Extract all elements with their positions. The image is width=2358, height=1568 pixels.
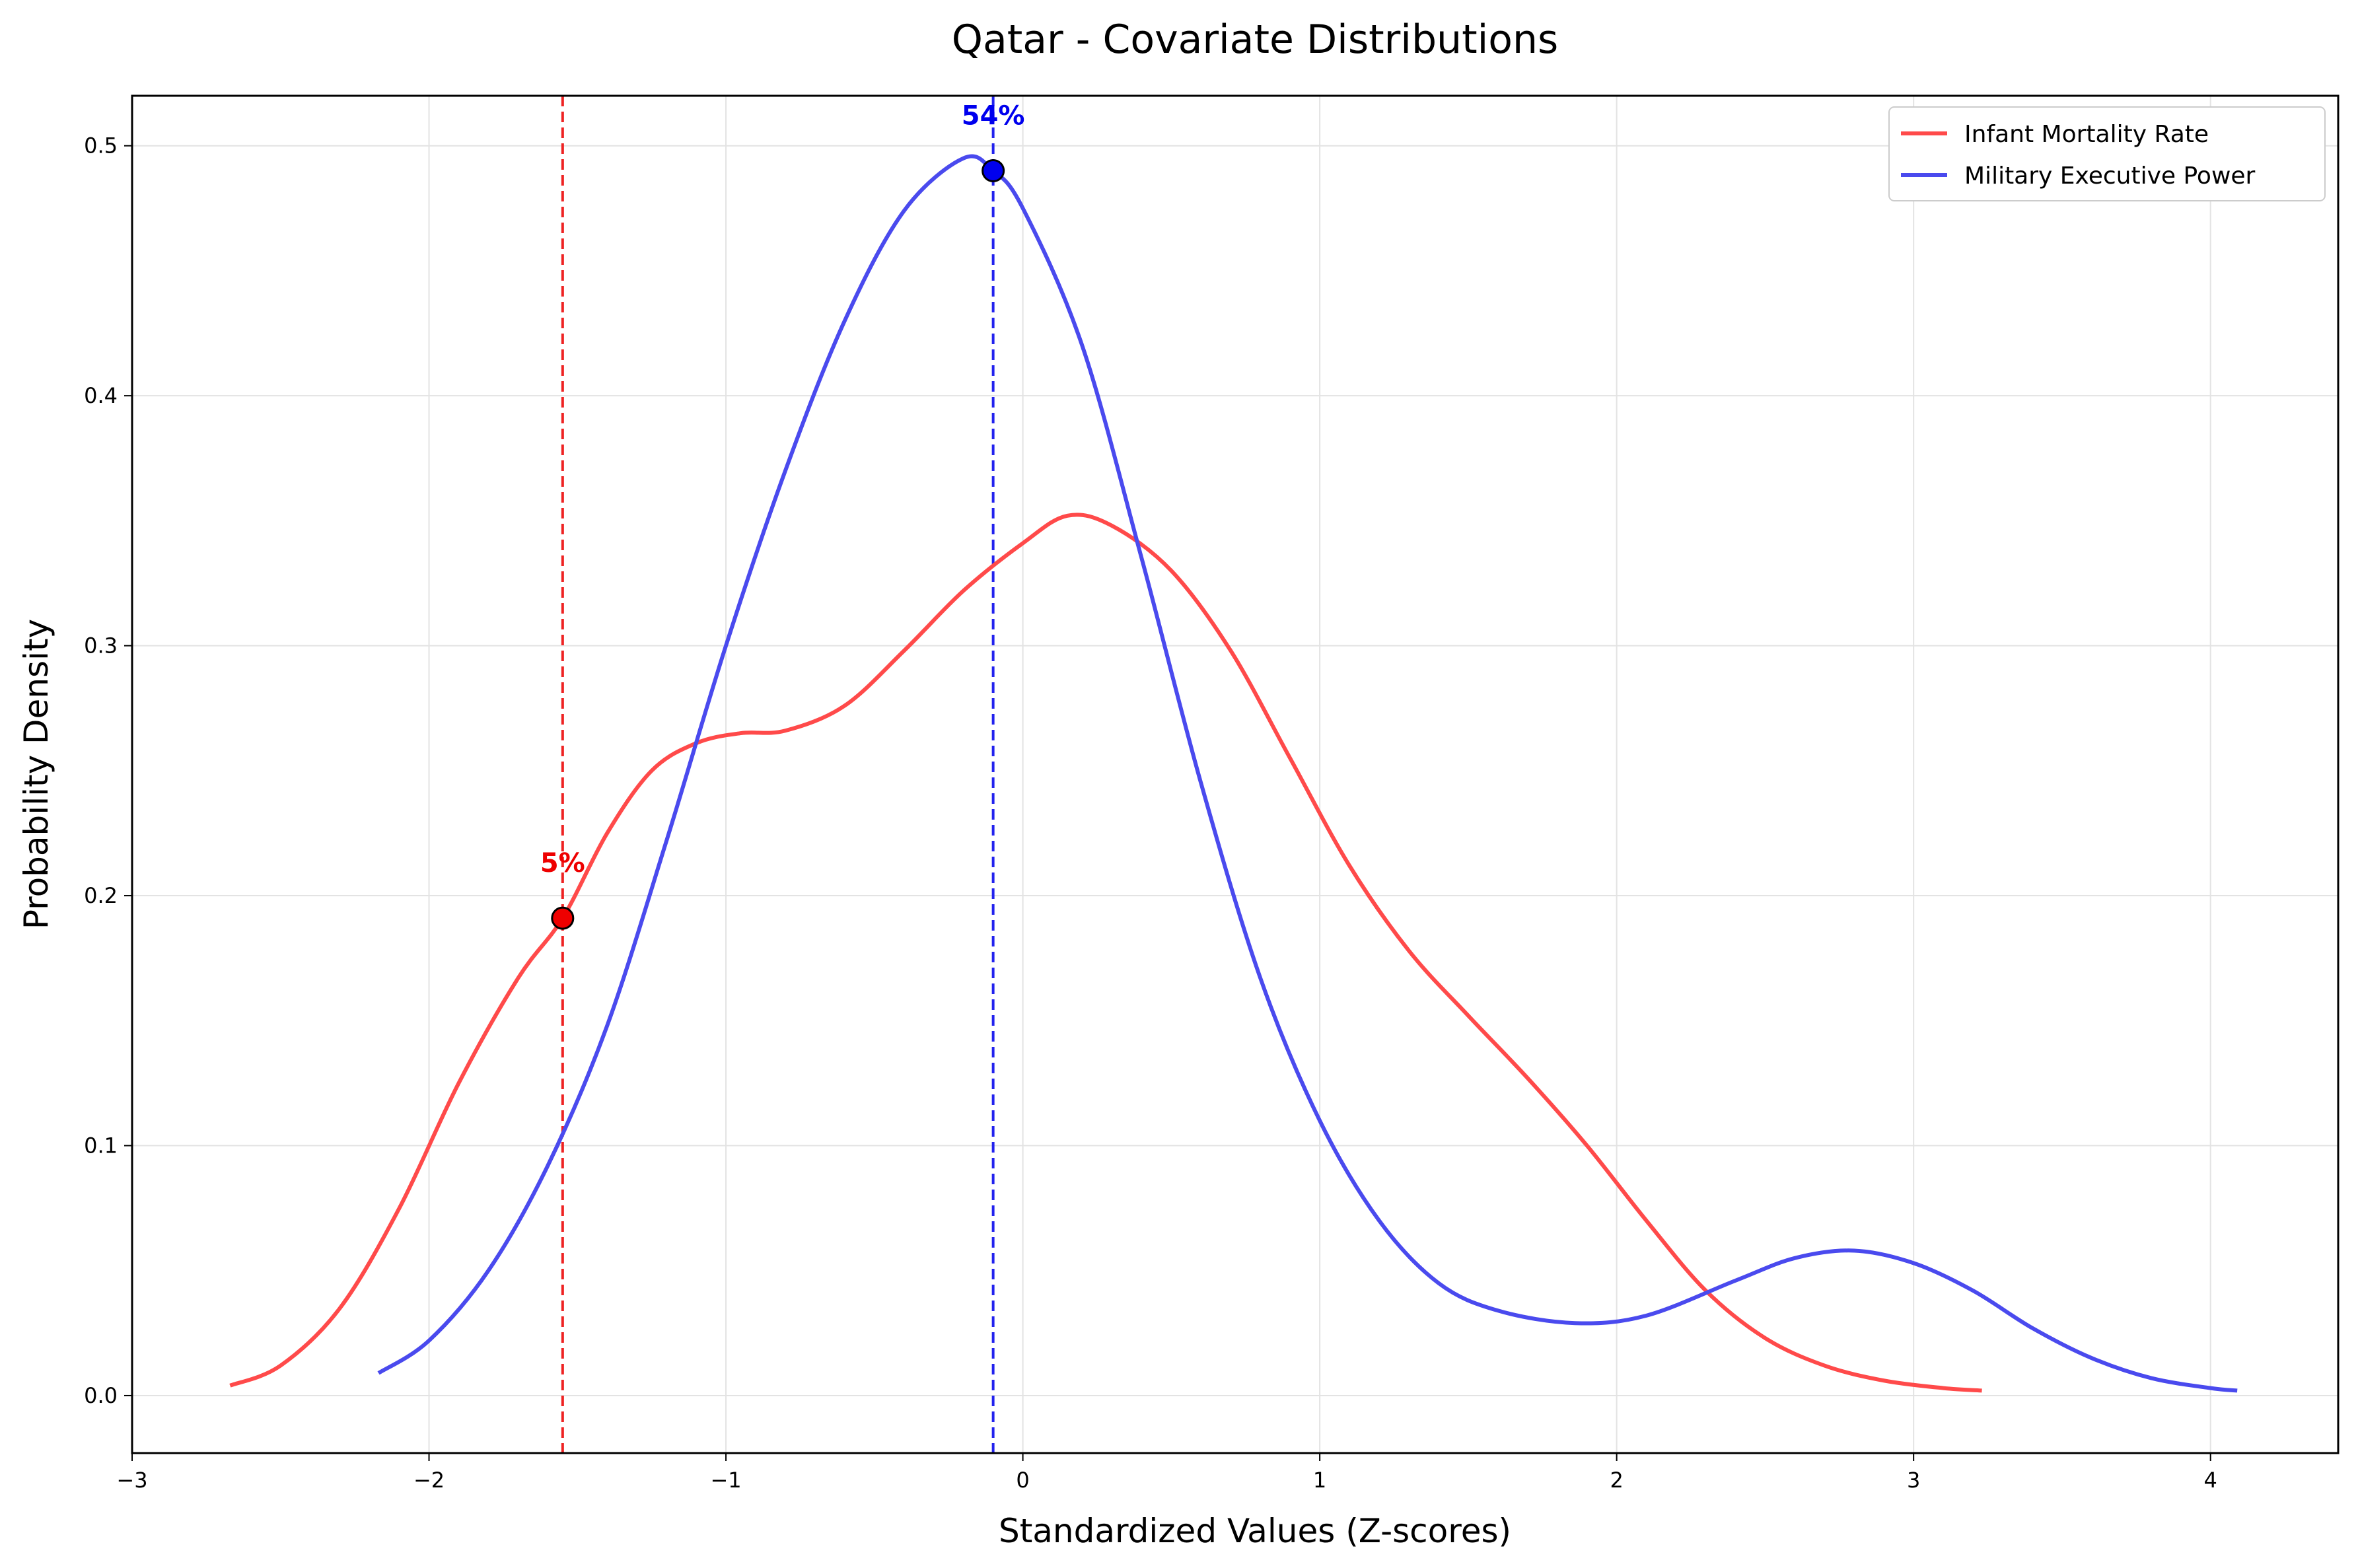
plot-frame [131, 94, 2340, 1454]
x-tick-label: 3 [1907, 1468, 1920, 1493]
y-tick-label: 0.1 [84, 1133, 118, 1158]
y-tick-label: 0.5 [84, 133, 118, 159]
chart-title: Qatar - Covariate Distributions [952, 17, 1559, 63]
marker-point [551, 906, 575, 930]
y-tick-label: 0.4 [84, 383, 118, 408]
y-tick-label: 0.2 [84, 883, 118, 908]
series-line [377, 154, 2238, 1393]
legend-label: Military Executive Power [1964, 162, 2256, 190]
y-tick-label: 0.3 [84, 633, 118, 659]
y-axis-label: Probability Density [17, 619, 55, 929]
x-tick-label: 1 [1313, 1468, 1326, 1493]
legend-box [1888, 106, 2326, 201]
x-tick-label: 0 [1016, 1468, 1029, 1493]
marker-label: 5% [540, 848, 585, 878]
x-tick-label: 2 [1610, 1468, 1623, 1493]
grid [131, 96, 2338, 1453]
legend-label: Infant Mortality Rate [1964, 121, 2209, 148]
series-line [229, 513, 1982, 1393]
x-axis-label: Standardized Values (Z-scores) [999, 1512, 1511, 1550]
y-tick-label: 0.0 [84, 1383, 118, 1408]
x-tick-label: −2 [413, 1468, 445, 1493]
x-tick-label: −3 [116, 1468, 147, 1493]
plot-area: 5% 54% [229, 96, 2238, 1453]
marker-point [982, 159, 1005, 183]
legend: Infant Mortality Rate Military Executive … [1888, 106, 2326, 201]
x-tick-label: −1 [710, 1468, 741, 1493]
x-tick-label: 4 [2204, 1468, 2217, 1493]
marker-label: 54% [962, 101, 1025, 131]
